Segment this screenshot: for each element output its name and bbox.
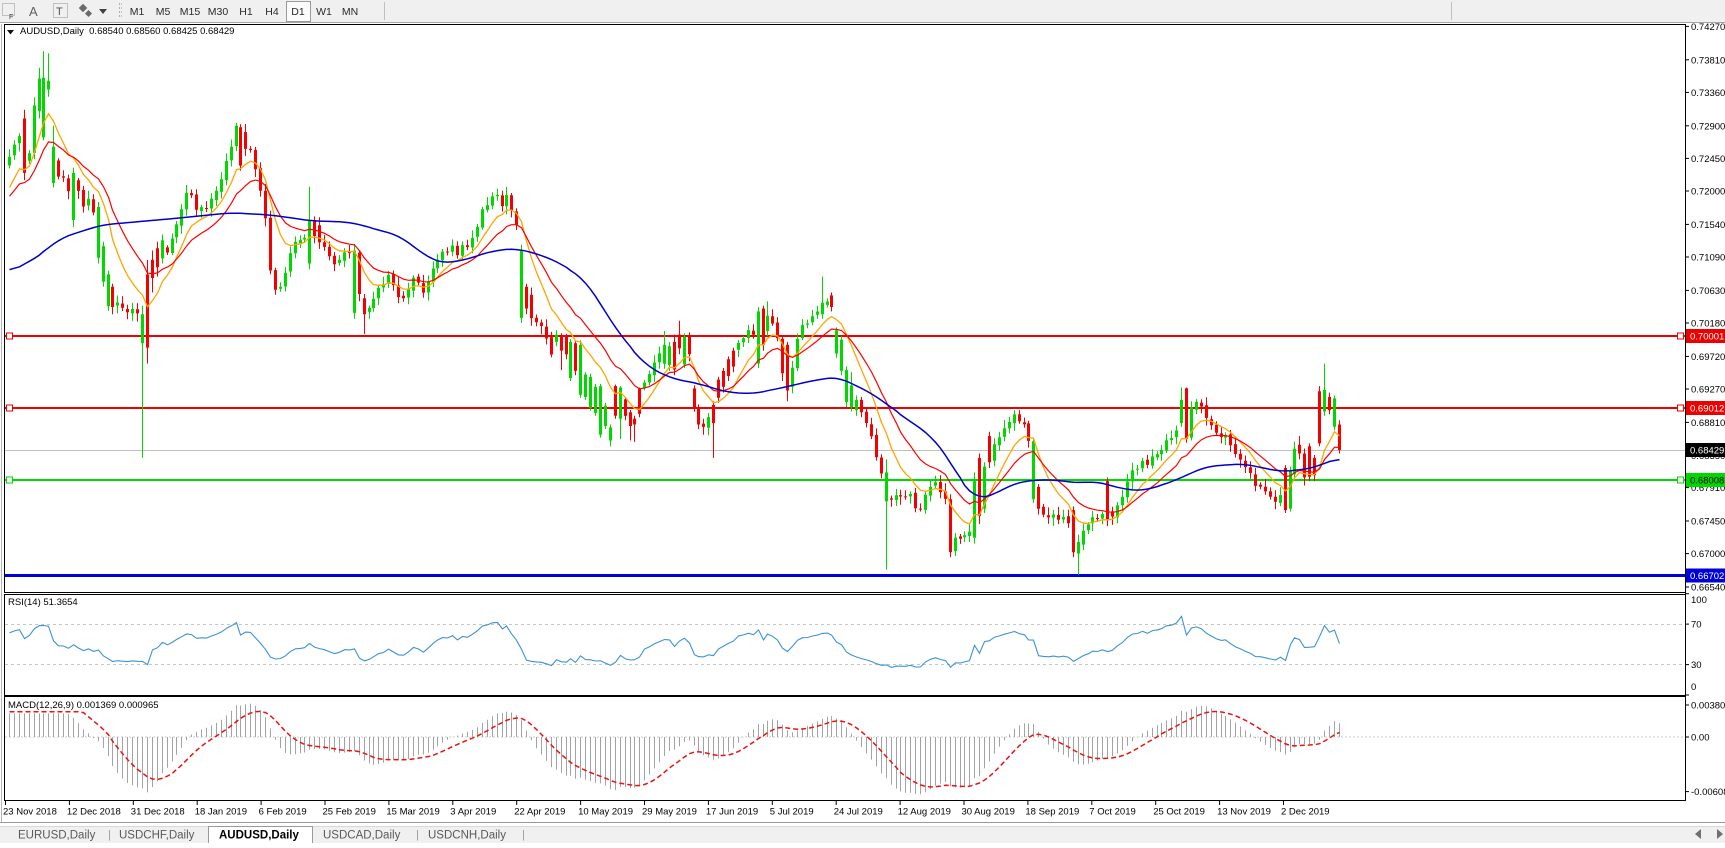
svg-text:30 Aug 2019: 30 Aug 2019: [962, 807, 1015, 818]
svg-text:F: F: [9, 14, 13, 21]
svg-text:0.68810: 0.68810: [1691, 418, 1725, 429]
svg-text:H4: H4: [265, 6, 279, 18]
svg-text:0.70630: 0.70630: [1691, 286, 1725, 297]
svg-text:D1: D1: [291, 6, 305, 18]
svg-text:M15: M15: [180, 6, 201, 18]
svg-text:0.70001: 0.70001: [1690, 332, 1724, 343]
svg-text:0.72900: 0.72900: [1691, 121, 1725, 132]
svg-text:A: A: [29, 4, 38, 19]
svg-text:0.68008: 0.68008: [1690, 476, 1724, 487]
svg-text:22 Apr 2019: 22 Apr 2019: [514, 807, 565, 818]
svg-text:USDCNH,Daily: USDCNH,Daily: [428, 830, 506, 842]
svg-text:USDCHF,Daily: USDCHF,Daily: [119, 830, 195, 842]
svg-text:15 Mar 2019: 15 Mar 2019: [386, 807, 439, 818]
svg-text:0.72000: 0.72000: [1691, 187, 1725, 198]
svg-text:0.73360: 0.73360: [1691, 88, 1725, 99]
svg-text:AUDUSD,Daily 0.68540 0.68560: AUDUSD,Daily 0.68540 0.68560 0.68425 0.6…: [20, 26, 234, 37]
svg-text:12 Aug 2019: 12 Aug 2019: [898, 807, 951, 818]
svg-text:0.66540: 0.66540: [1691, 583, 1725, 594]
svg-text:0.71540: 0.71540: [1691, 220, 1725, 231]
svg-text:0.72450: 0.72450: [1691, 154, 1725, 165]
svg-text:0.003804: 0.003804: [1691, 701, 1725, 712]
svg-text:MACD(12,26,9) 0.001369 0.00096: MACD(12,26,9) 0.001369 0.000965: [8, 700, 159, 711]
svg-text:|: |: [416, 829, 419, 841]
svg-text:0.71090: 0.71090: [1691, 253, 1725, 264]
svg-text:12 Dec 2018: 12 Dec 2018: [67, 807, 121, 818]
svg-text:0.67000: 0.67000: [1691, 549, 1725, 560]
svg-text:0.00: 0.00: [1691, 733, 1710, 744]
svg-text:0.73810: 0.73810: [1691, 55, 1725, 66]
svg-text:3 Apr 2019: 3 Apr 2019: [450, 807, 496, 818]
svg-text:M1: M1: [130, 6, 145, 18]
svg-text:10 May 2019: 10 May 2019: [578, 807, 633, 818]
svg-text:25 Oct 2019: 25 Oct 2019: [1153, 807, 1205, 818]
svg-text:H1: H1: [239, 6, 253, 18]
svg-text:|: |: [108, 829, 111, 841]
svg-text:30: 30: [1691, 660, 1702, 671]
svg-text:70: 70: [1691, 620, 1702, 631]
svg-text:0.68429: 0.68429: [1690, 446, 1724, 457]
svg-text:0.69270: 0.69270: [1691, 385, 1725, 396]
svg-text:100: 100: [1691, 595, 1707, 606]
svg-text:0.69012: 0.69012: [1690, 404, 1724, 415]
svg-text:0.69720: 0.69720: [1691, 352, 1725, 363]
svg-text:|: |: [522, 829, 525, 841]
svg-text:AUDUSD,Daily: AUDUSD,Daily: [219, 830, 299, 842]
svg-text:RSI(14) 51.3654: RSI(14) 51.3654: [8, 597, 78, 608]
svg-text:T: T: [56, 6, 63, 18]
svg-text:0: 0: [1691, 682, 1696, 693]
svg-text:18 Jan 2019: 18 Jan 2019: [195, 807, 247, 818]
svg-text:0.67910: 0.67910: [1691, 483, 1725, 494]
svg-text:0.67450: 0.67450: [1691, 517, 1725, 528]
svg-text:MN: MN: [342, 6, 358, 18]
svg-text:EURUSD,Daily: EURUSD,Daily: [18, 830, 96, 842]
svg-text:6 Feb 2019: 6 Feb 2019: [259, 807, 307, 818]
svg-text:-0.00608: -0.00608: [1691, 787, 1725, 798]
svg-text:18 Sep 2019: 18 Sep 2019: [1025, 807, 1079, 818]
svg-text:M5: M5: [156, 6, 171, 18]
svg-text:0.74270: 0.74270: [1691, 22, 1725, 33]
svg-text:23 Nov 2018: 23 Nov 2018: [3, 807, 57, 818]
svg-text:13 Nov 2019: 13 Nov 2019: [1217, 807, 1271, 818]
svg-text:2 Dec 2019: 2 Dec 2019: [1281, 807, 1330, 818]
svg-text:USDCAD,Daily: USDCAD,Daily: [323, 830, 401, 842]
svg-text:W1: W1: [316, 6, 332, 18]
svg-text:0.66702: 0.66702: [1690, 571, 1724, 582]
svg-text:M30: M30: [208, 6, 229, 18]
svg-text:31 Dec 2018: 31 Dec 2018: [131, 807, 185, 818]
svg-text:5 Jul 2019: 5 Jul 2019: [770, 807, 814, 818]
svg-text:29 May 2019: 29 May 2019: [642, 807, 697, 818]
svg-text:24 Jul 2019: 24 Jul 2019: [834, 807, 883, 818]
svg-text:7 Oct 2019: 7 Oct 2019: [1089, 807, 1135, 818]
svg-text:25 Feb 2019: 25 Feb 2019: [323, 807, 376, 818]
svg-text:17 Jun 2019: 17 Jun 2019: [706, 807, 758, 818]
svg-text:0.70180: 0.70180: [1691, 319, 1725, 330]
